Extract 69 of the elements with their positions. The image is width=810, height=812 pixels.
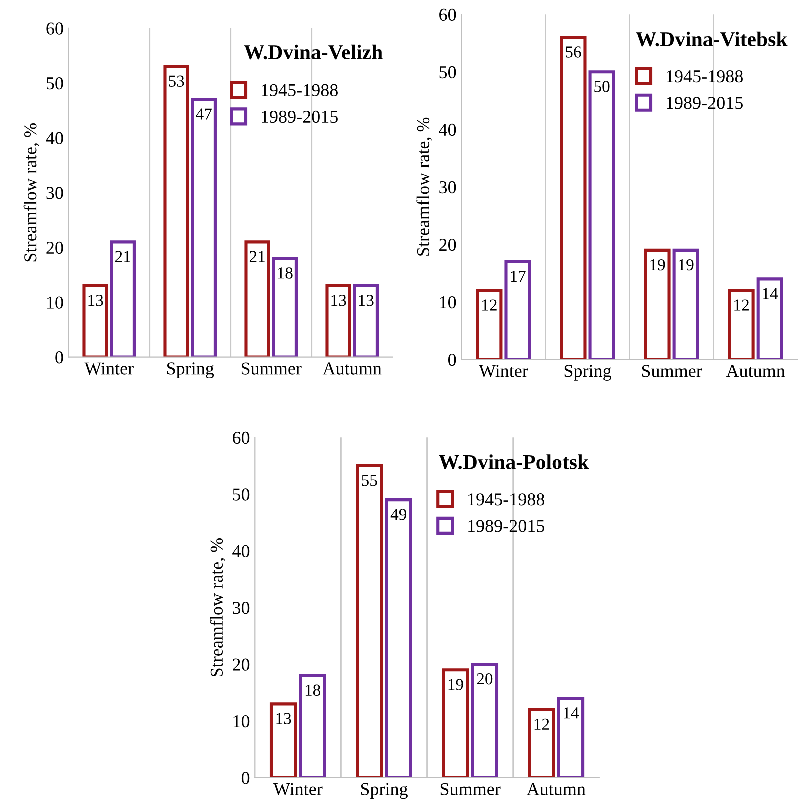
- y-tick-label: 10: [48, 296, 64, 309]
- x-tick-label: Winter: [84, 362, 134, 375]
- y-tick-label: 30: [233, 602, 250, 614]
- data-label: 13: [276, 713, 292, 724]
- data-label: 19: [679, 259, 694, 271]
- x-tick-label: Spring: [564, 365, 612, 381]
- data-label: 13: [359, 295, 374, 306]
- text: W.Dvina-Vitebsk: [636, 32, 788, 47]
- x-tick-label: Summer: [242, 362, 302, 375]
- text: W.Dvina-Polotsk: [439, 454, 590, 470]
- y-tick-label: 10: [234, 715, 250, 728]
- data-label: 21: [116, 251, 130, 262]
- x-tick-label: Summer: [642, 365, 702, 378]
- x-tick-label: Summer: [440, 783, 501, 796]
- y-tick-label: 50: [233, 488, 250, 501]
- data-label: 13: [332, 295, 346, 306]
- data-label: 19: [650, 259, 666, 271]
- legend-label: 1945-1988: [667, 70, 743, 83]
- y-tick-label: 50: [440, 66, 456, 79]
- data-label: 49: [390, 509, 407, 520]
- y-tick-label: 30: [440, 181, 456, 194]
- x-tick-label: Winter: [273, 783, 323, 796]
- data-label: 53: [169, 76, 184, 88]
- y-tick-label: 40: [439, 124, 456, 136]
- legend-label: 1989-2015: [468, 520, 545, 532]
- x-tick-label: Spring: [167, 362, 214, 379]
- data-label: 13: [88, 295, 104, 306]
- data-label: 19: [448, 679, 464, 690]
- y-tick-label: 60: [440, 8, 456, 22]
- x-tick-label: Autumn: [322, 362, 382, 375]
- y-tick-label: 0: [242, 772, 250, 784]
- data-label: 12: [482, 300, 497, 311]
- data-label: 56: [566, 46, 582, 58]
- legend-label: 1989-2015: [262, 110, 338, 124]
- y-tick-label: 40: [46, 132, 64, 144]
- x-tick-label: Spring: [361, 783, 408, 800]
- y-tick-label: 40: [232, 545, 250, 558]
- y-tick-label: 0: [448, 354, 456, 366]
- x-tick-label: Autumn: [726, 365, 786, 378]
- y-tick-label: 30: [46, 187, 64, 200]
- y-axis-title: Streamflow rate, %: [210, 538, 226, 677]
- data-label: 14: [763, 288, 778, 300]
- data-label: 47: [196, 108, 212, 120]
- data-label: 20: [477, 673, 493, 685]
- data-label: 21: [250, 251, 265, 262]
- y-tick-label: 20: [46, 242, 64, 254]
- data-label: 17: [511, 270, 526, 282]
- legend-label: 1989-2015: [667, 97, 743, 110]
- data-label: 12: [734, 300, 749, 311]
- data-label: 14: [564, 708, 580, 719]
- legend-label: 1945-1988: [468, 494, 545, 506]
- text: W.Dvina-Velizh: [244, 44, 383, 60]
- data-label: 55: [362, 475, 378, 486]
- y-tick-label: 0: [56, 352, 64, 364]
- data-label: 50: [594, 81, 610, 92]
- y-tick-label: 50: [46, 77, 64, 90]
- legend-label: 1945-1988: [262, 84, 338, 96]
- data-label: 18: [306, 684, 321, 696]
- x-tick-label: Autumn: [526, 783, 586, 796]
- y-tick-label: 60: [233, 432, 250, 444]
- y-axis-title: Streamflow rate, %: [24, 124, 40, 262]
- y-tick-label: 60: [46, 22, 64, 35]
- y-axis-title: Streamflow rate, %: [416, 118, 432, 256]
- y-tick-label: 20: [233, 658, 250, 671]
- data-label: 18: [278, 268, 293, 279]
- data-label: 12: [534, 718, 550, 730]
- y-tick-label: 10: [440, 296, 456, 309]
- x-tick-label: Winter: [479, 365, 528, 378]
- y-tick-label: 20: [440, 238, 456, 252]
